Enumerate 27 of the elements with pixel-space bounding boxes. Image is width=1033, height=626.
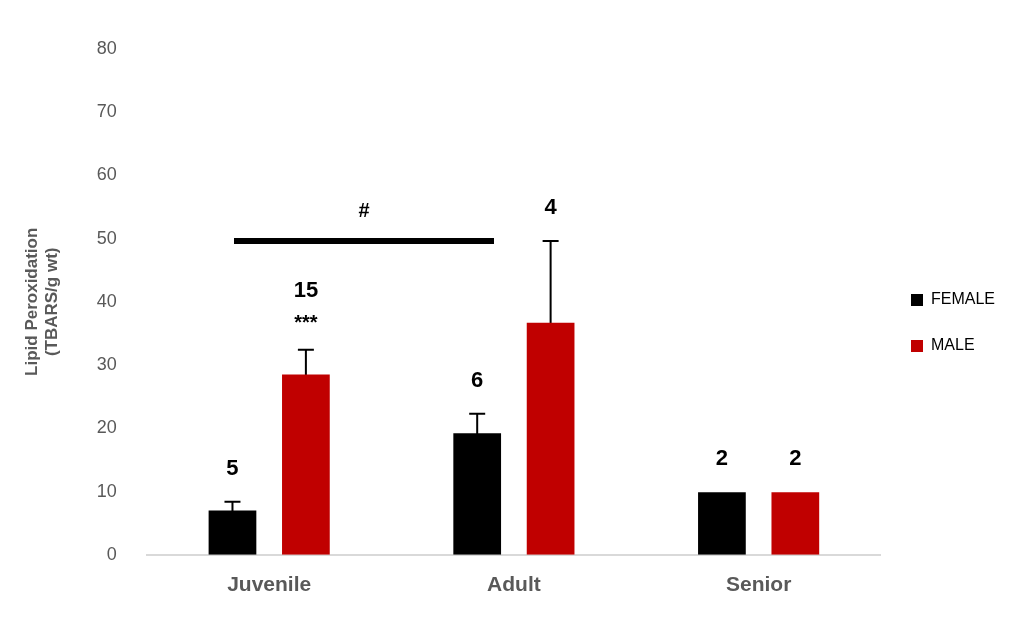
- y-tick-label: 20: [96, 417, 117, 438]
- annotation: 2: [715, 445, 729, 471]
- annotation: #: [358, 198, 370, 221]
- y-tick-label: 70: [96, 101, 117, 122]
- bar: [771, 492, 820, 555]
- x-tick-label: Adult: [487, 572, 541, 596]
- annotation: 5: [226, 454, 239, 480]
- bar: [526, 322, 575, 555]
- y-tick-label: 40: [96, 290, 117, 311]
- annotation: 2: [789, 445, 802, 471]
- y-tick-label: 30: [96, 354, 117, 375]
- y-tick-label: 80: [96, 37, 117, 58]
- legend-label: FEMALE: [930, 290, 995, 308]
- y-tick-label: 50: [96, 227, 117, 248]
- annotation: 15: [293, 276, 319, 302]
- annotation: 6: [471, 366, 484, 392]
- bar: [698, 492, 746, 555]
- y-tick-label: 10: [96, 480, 117, 501]
- bar: [282, 374, 330, 555]
- annotation: ***: [294, 311, 318, 334]
- y-tick-label: 0: [106, 543, 117, 564]
- annotation: 4: [544, 194, 558, 220]
- y-axis-title: Lipid Peroxidation (TBARS/g wt): [21, 227, 62, 376]
- x-tick-label: Senior: [725, 572, 792, 596]
- x-tick-label: Juvenile: [227, 572, 312, 596]
- legend-label: MALE: [930, 336, 975, 354]
- y-tick-label: 60: [96, 164, 117, 185]
